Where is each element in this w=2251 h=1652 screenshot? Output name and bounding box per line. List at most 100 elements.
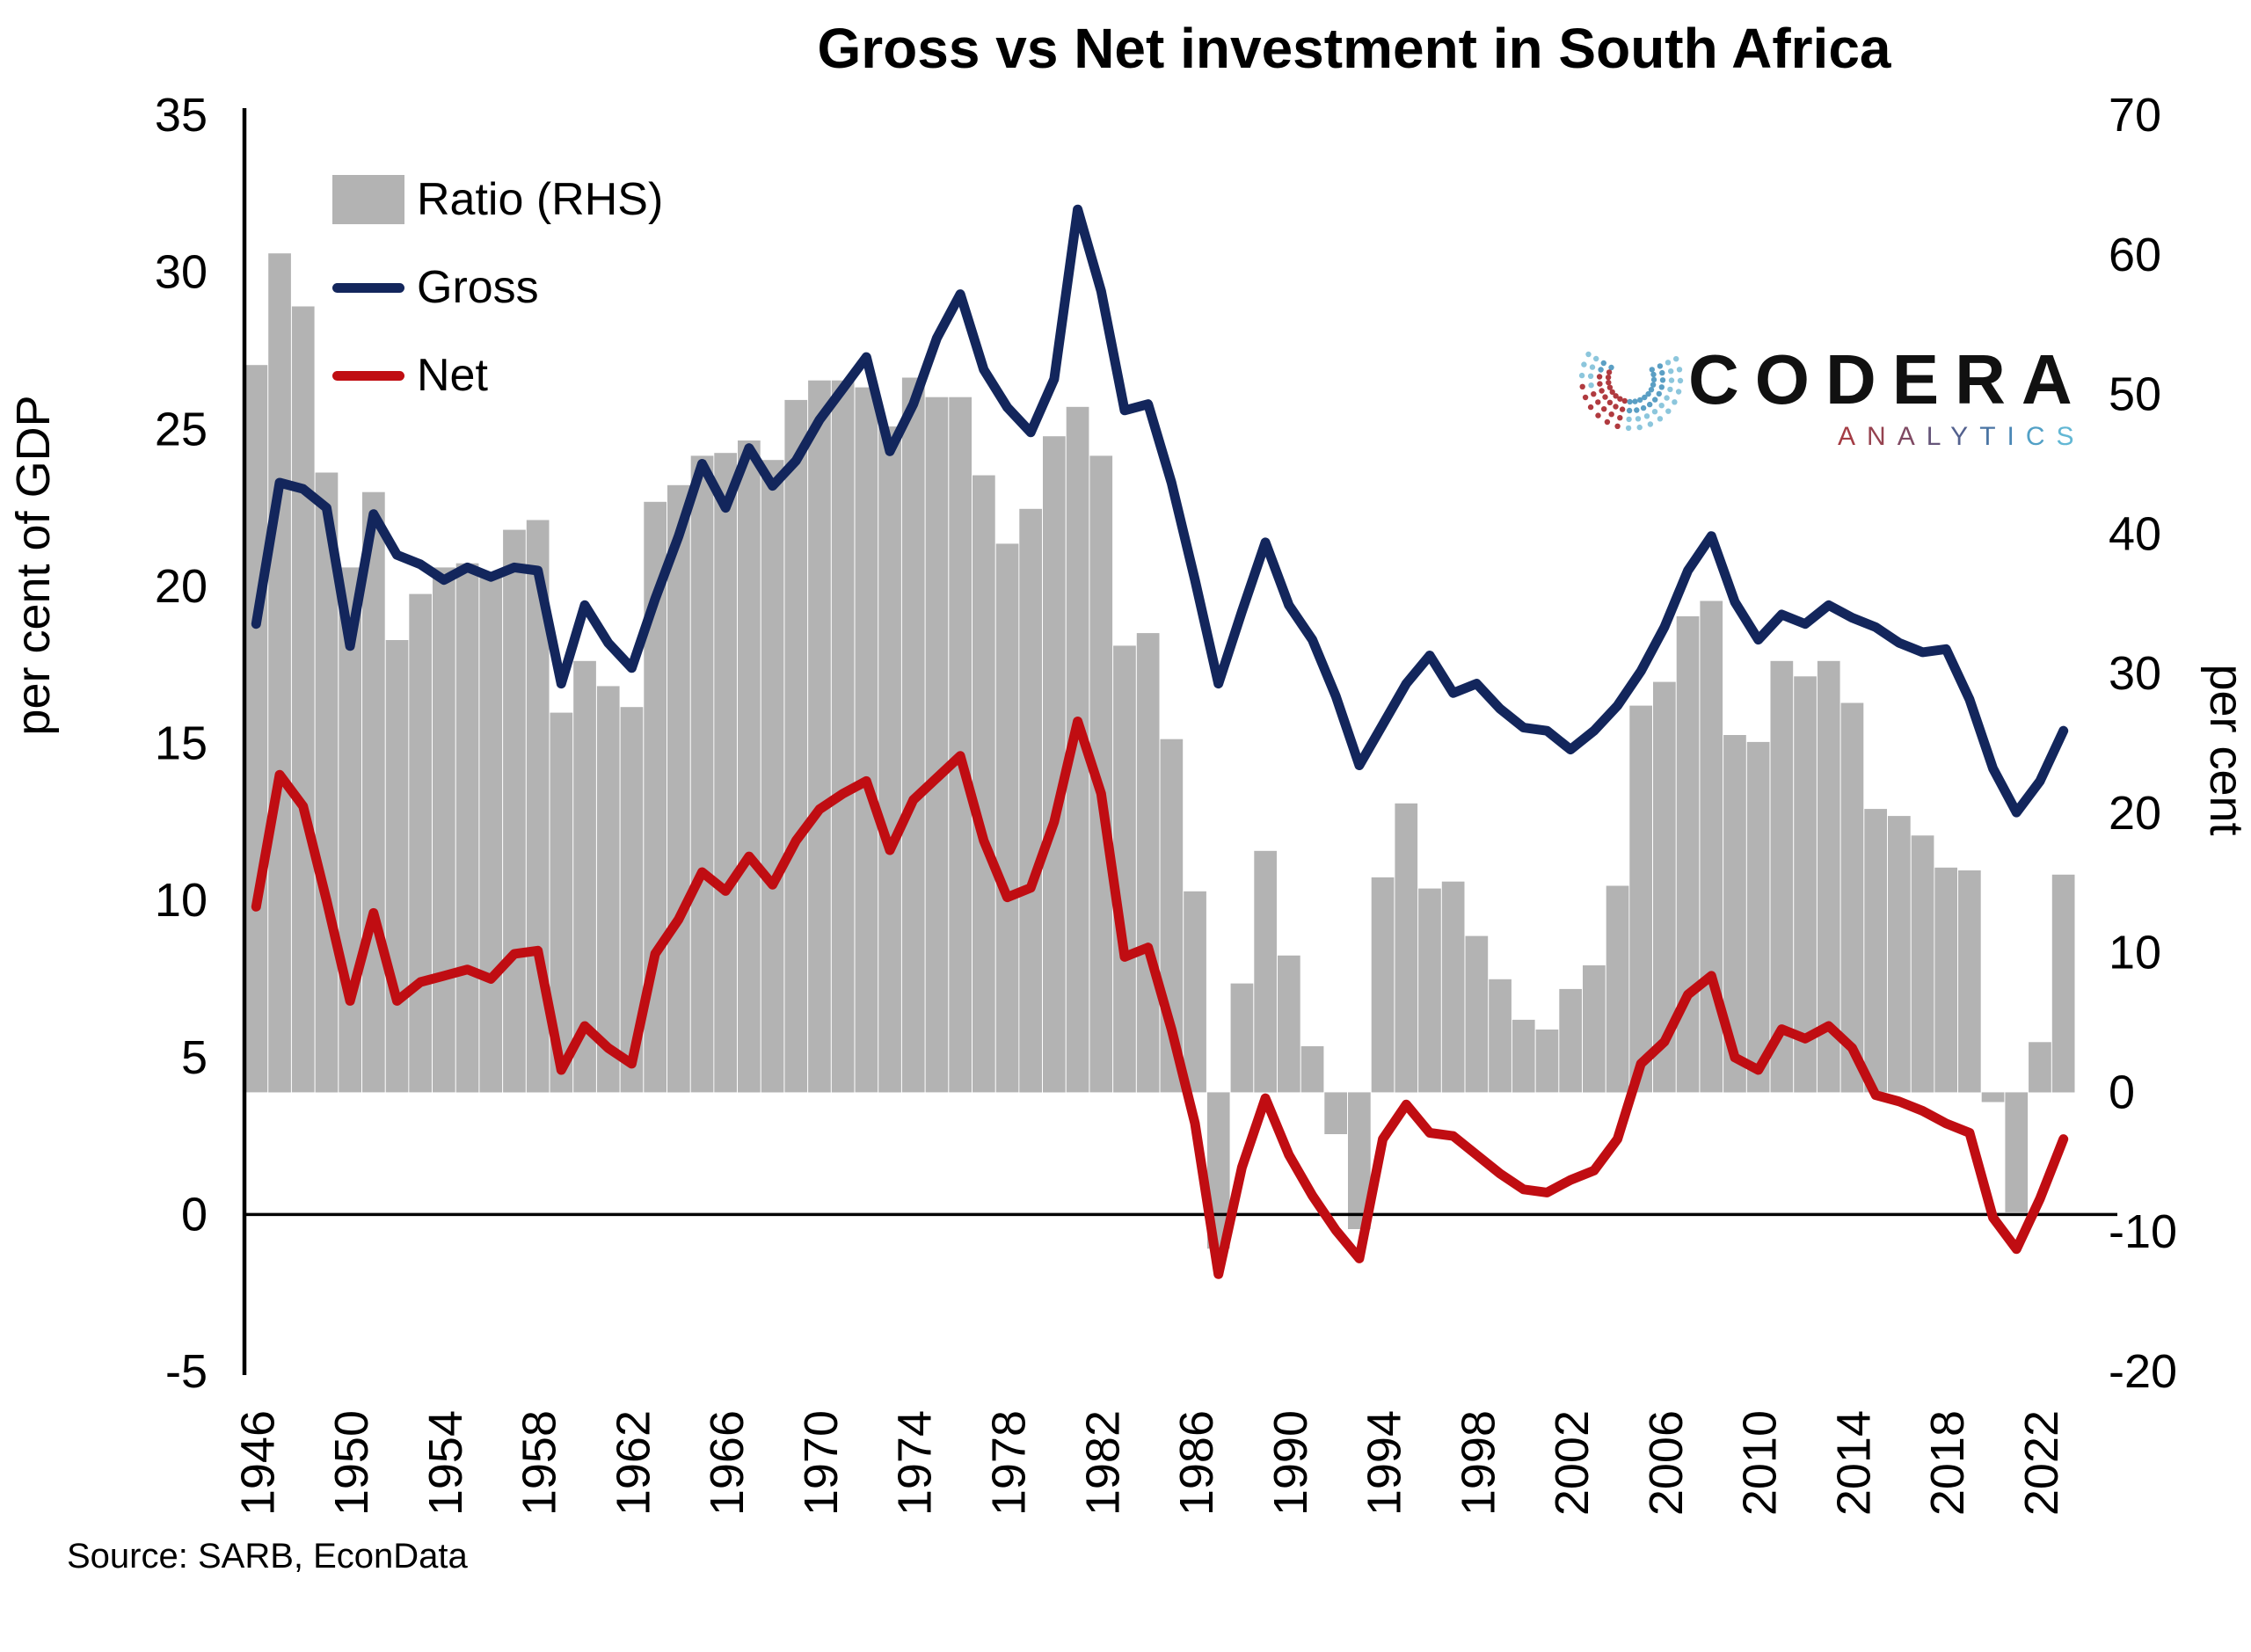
codera-logo-subtitle: ANALYTICS bbox=[1838, 422, 2086, 452]
logo-dot bbox=[1597, 381, 1603, 387]
ratio-bar bbox=[362, 491, 385, 1093]
logo-subtitle-letter: A bbox=[1838, 422, 1868, 451]
logo-dot bbox=[1649, 367, 1655, 373]
right-axis-title: per cent bbox=[2200, 664, 2251, 836]
x-axis-tick-label: 1954 bbox=[419, 1410, 472, 1516]
x-axis-tick-label: 1982 bbox=[1076, 1410, 1129, 1516]
left-axis-title: per cent of GDP bbox=[7, 395, 60, 736]
ratio-bar bbox=[455, 563, 479, 1093]
ratio-bar bbox=[831, 380, 855, 1093]
codera-logo-name: CODERA bbox=[1688, 340, 2088, 418]
logo-dot bbox=[1614, 423, 1621, 429]
ratio-bar bbox=[855, 387, 878, 1093]
logo-dot bbox=[1587, 373, 1594, 379]
right-axis-tick-label: 60 bbox=[2109, 229, 2161, 281]
left-axis-tick-label: 25 bbox=[155, 403, 208, 455]
ratio-bar bbox=[808, 380, 831, 1093]
logo-dot bbox=[1588, 382, 1594, 389]
ratio-bar bbox=[2005, 1092, 2029, 1212]
logo-dot bbox=[1652, 397, 1658, 403]
logo-dot bbox=[1595, 412, 1601, 418]
ratio-bar bbox=[949, 397, 972, 1093]
ratio-bar bbox=[1535, 1030, 1559, 1093]
ratio-bar bbox=[761, 460, 784, 1093]
logo-dot bbox=[1613, 393, 1619, 399]
ratio-bar bbox=[1958, 870, 1981, 1093]
logo-dot bbox=[1604, 418, 1611, 426]
logo-dot bbox=[1602, 394, 1608, 400]
ratio-bar bbox=[1864, 809, 1887, 1093]
ratio-bar bbox=[1840, 702, 1864, 1093]
ratio-bar bbox=[1911, 835, 1934, 1093]
right-axis-tick-label: 10 bbox=[2109, 927, 2161, 979]
logo-dot bbox=[1668, 377, 1675, 383]
logo-dot bbox=[1601, 406, 1607, 412]
net-line-swatch-icon bbox=[332, 370, 404, 381]
ratio-bar bbox=[1934, 867, 1957, 1093]
logo-dot bbox=[1657, 363, 1664, 369]
ratio-bar bbox=[1300, 1046, 1324, 1093]
ratio-bar bbox=[1981, 1092, 2005, 1103]
x-axis-tick-label: 2002 bbox=[1546, 1410, 1599, 1516]
logo-dot bbox=[1665, 408, 1672, 414]
logo-dot bbox=[1608, 411, 1614, 418]
x-axis-tick-label: 1994 bbox=[1359, 1410, 1411, 1516]
logo-subtitle-letter: N bbox=[1867, 422, 1898, 451]
logo-dot bbox=[1605, 375, 1612, 381]
ratio-bar bbox=[433, 567, 455, 1093]
logo-dot bbox=[1606, 384, 1614, 390]
ratio-bar bbox=[1184, 891, 1206, 1093]
logo-dot bbox=[1648, 387, 1655, 393]
right-axis-tick-label: 30 bbox=[2109, 647, 2161, 700]
right-axis-tick-label: -10 bbox=[2109, 1205, 2177, 1258]
logo-dot bbox=[1609, 389, 1615, 396]
chart-legend: Ratio (RHS) Gross Net bbox=[332, 172, 663, 436]
logo-dot bbox=[1650, 382, 1657, 388]
left-axis-tick-label: 30 bbox=[155, 246, 208, 299]
x-axis-tick-label: 2006 bbox=[1640, 1410, 1693, 1516]
logo-dot bbox=[1606, 399, 1614, 405]
ratio-bar bbox=[1418, 888, 1441, 1093]
ratio-bar bbox=[784, 399, 808, 1093]
ratio-bar bbox=[1441, 881, 1465, 1093]
ratio-bar bbox=[409, 593, 432, 1093]
logo-dot bbox=[1606, 379, 1612, 386]
logo-dot bbox=[1656, 390, 1662, 397]
logo-dot bbox=[1589, 364, 1596, 370]
ratio-bar bbox=[2051, 874, 2075, 1093]
logo-dot bbox=[1668, 368, 1674, 375]
logo-dot bbox=[1636, 424, 1643, 431]
page-title: Gross vs Net investment in South Africa bbox=[817, 17, 1891, 80]
right-axis-tick-label: -20 bbox=[2109, 1345, 2177, 1398]
x-axis-tick-label: 1986 bbox=[1170, 1410, 1223, 1516]
right-axis-tick-label: 0 bbox=[2109, 1066, 2135, 1118]
ratio-bar bbox=[1278, 955, 1300, 1093]
ratio-bar bbox=[1489, 979, 1512, 1093]
x-axis-tick-label: 1966 bbox=[701, 1410, 754, 1516]
ratio-bar bbox=[1465, 935, 1489, 1093]
legend-label-ratio: Ratio (RHS) bbox=[417, 174, 664, 225]
logo-dot bbox=[1635, 416, 1642, 422]
ratio-bar bbox=[1629, 705, 1652, 1093]
left-axis-tick-label: 5 bbox=[181, 1031, 208, 1084]
logo-dot bbox=[1626, 407, 1633, 414]
ratio-bar bbox=[1043, 436, 1066, 1093]
gross-line bbox=[251, 204, 2069, 818]
logo-dot bbox=[1645, 390, 1651, 397]
x-axis-tick-label: 2014 bbox=[1827, 1410, 1880, 1516]
logo-dot bbox=[1621, 397, 1628, 404]
logo-dot bbox=[1673, 356, 1679, 362]
logo-dot bbox=[1587, 404, 1594, 411]
logo-dot bbox=[1598, 367, 1604, 373]
logo-dot bbox=[1643, 413, 1650, 419]
legend-item-ratio: Ratio (RHS) bbox=[332, 172, 663, 227]
logo-dot bbox=[1600, 360, 1606, 367]
logo-dot bbox=[1585, 351, 1592, 358]
logo-subtitle-letter: T bbox=[1979, 422, 2007, 451]
logo-dot bbox=[1659, 377, 1666, 383]
logo-dot bbox=[1657, 416, 1664, 422]
net-line bbox=[251, 717, 2069, 1279]
ratio-bar bbox=[1794, 676, 1817, 1093]
logo-dot bbox=[1637, 397, 1643, 404]
ratio-bar bbox=[1606, 885, 1629, 1093]
